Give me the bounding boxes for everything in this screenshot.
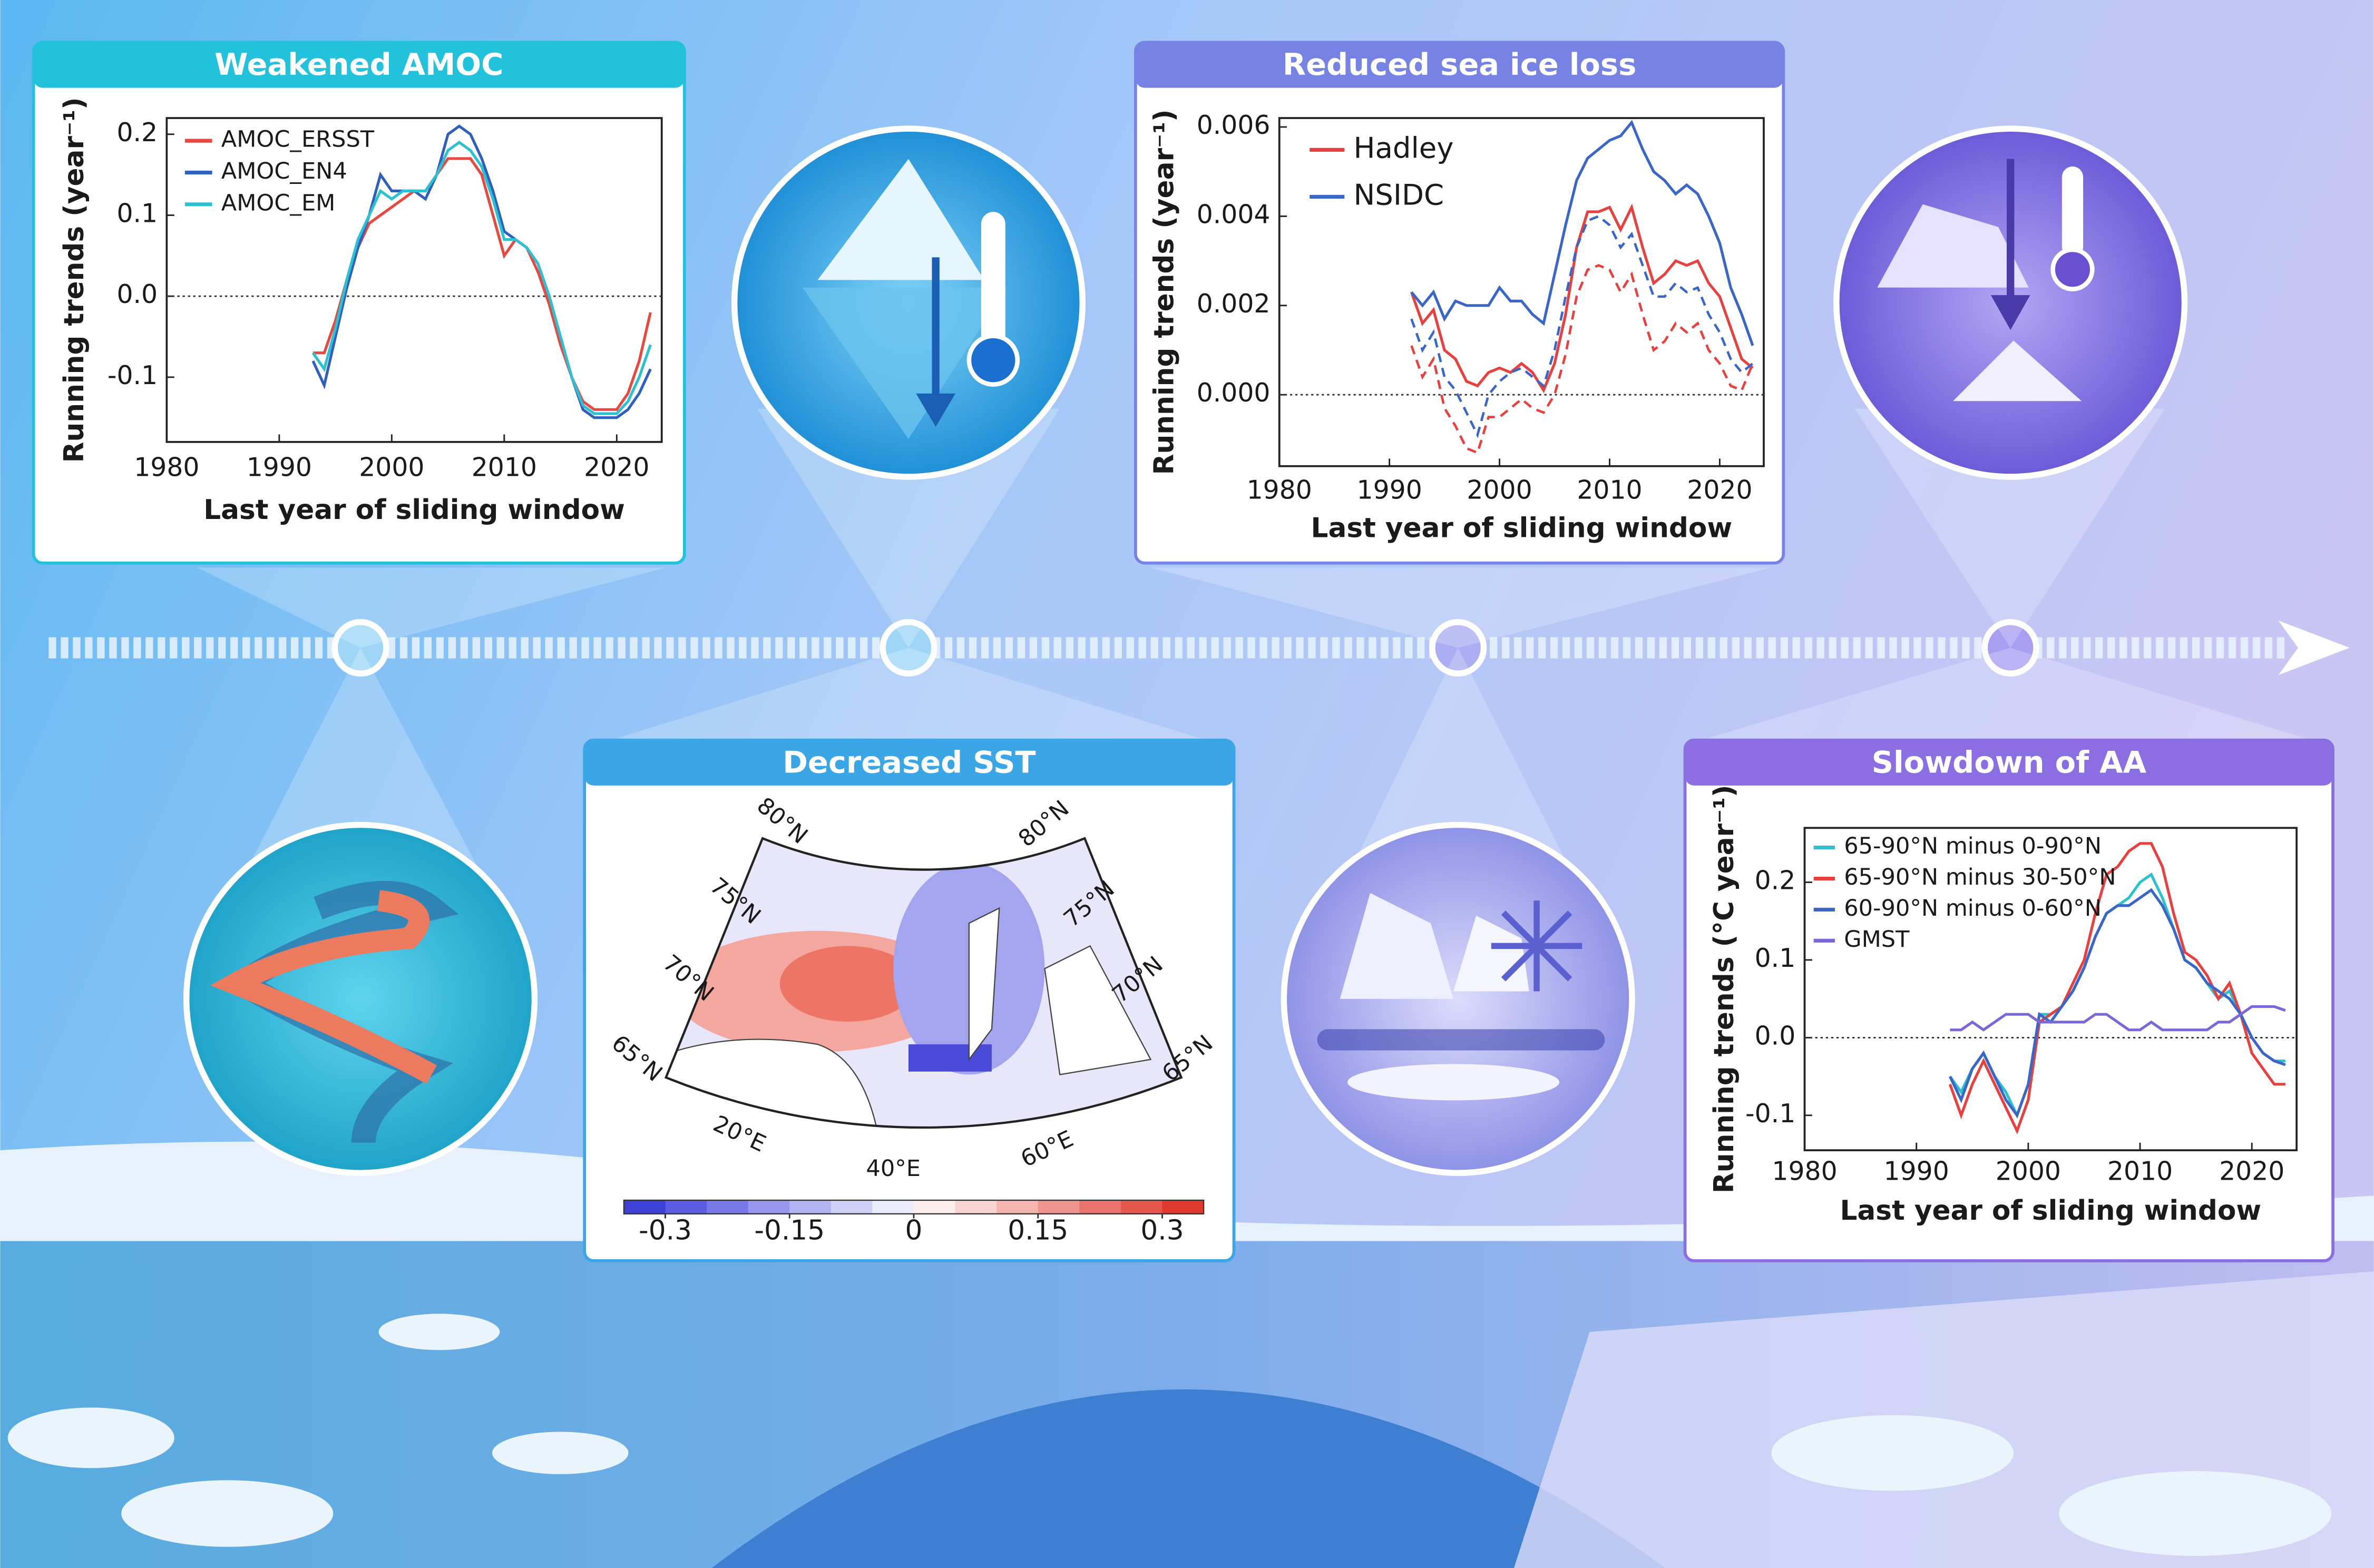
purple-iceberg-icon (1833, 125, 2188, 480)
x-tick-label: 2020 (1687, 475, 1752, 505)
x-tick-label: 2020 (584, 453, 649, 483)
series-line (312, 157, 652, 411)
timeline-nodes (331, 619, 2039, 677)
plot-frame (165, 117, 663, 443)
colorbar-cell (748, 1200, 790, 1214)
legend-label: 65-90°N minus 30-50°N (1844, 864, 2116, 890)
floes (7, 1314, 2332, 1556)
colorbar-cell (997, 1200, 1039, 1214)
x-tick-label: 2010 (2107, 1156, 2173, 1186)
panel-title: Weakened AMOC (214, 47, 503, 82)
dashed-line (1410, 264, 1754, 455)
y-tick-label: 0.0 (1755, 1021, 1796, 1051)
ocean-current-globe (183, 821, 538, 1176)
colorbar-cell (831, 1200, 873, 1214)
colorbar-cell (707, 1200, 749, 1214)
x-axis-label: Last year of sliding window (203, 494, 625, 526)
legend-label: GMST (1844, 926, 1910, 953)
legend-label: AMOC_EN4 (221, 158, 347, 184)
colorbar-tick-label: -0.15 (754, 1214, 825, 1246)
sea-ice-icon (1281, 821, 1635, 1176)
y-tick-label: 0.1 (116, 198, 158, 228)
panel-header (33, 42, 685, 88)
series-line (1949, 888, 2286, 1119)
colorbar-cell (1079, 1200, 1121, 1214)
panel-header (1685, 740, 2333, 786)
y-tick-label: 0.004 (1197, 199, 1271, 229)
x-tick-label: 1980 (1772, 1156, 1837, 1186)
iceberg-icon (731, 125, 1086, 480)
globe (711, 1389, 1666, 1568)
y-tick-label: 0.006 (1197, 110, 1271, 140)
y-tick-label: 0.2 (1755, 866, 1796, 896)
colorbar-cell (1162, 1200, 1204, 1214)
x-tick-label: 2000 (359, 453, 424, 483)
panel-header (584, 740, 1234, 786)
sst-map (664, 837, 1183, 1129)
plot-frame (1278, 117, 1765, 467)
lon-label: 40°E (866, 1155, 921, 1182)
panel-header (1135, 42, 1784, 88)
legend-label: NSIDC (1353, 178, 1444, 212)
x-tick-label: 2010 (472, 453, 537, 483)
x-tick-label: 2010 (1577, 475, 1642, 505)
y-tick-label: 0.1 (1755, 943, 1796, 973)
y-tick-label: 0.000 (1197, 378, 1271, 408)
legend-label: 65-90°N minus 0-90°N (1844, 833, 2102, 859)
series-line (1948, 842, 2285, 1134)
legend-label: AMOC_ERSST (221, 126, 375, 153)
panel-title: Decreased SST (783, 744, 1035, 780)
y-tick-label: -0.1 (1745, 1099, 1795, 1129)
x-tick-label: 1980 (134, 453, 199, 483)
colorbar-cell (789, 1200, 832, 1214)
timeline-arrow (2278, 620, 2350, 675)
legend-label: 60-90°N minus 0-60°N (1844, 895, 2102, 922)
y-tick-label: 0.0 (116, 279, 158, 309)
legend-label: Hadley (1353, 131, 1453, 165)
series-line (1410, 203, 1754, 394)
colorbar-cell (1120, 1200, 1163, 1214)
colorbar-cell (623, 1200, 666, 1214)
x-tick-label: 1990 (247, 453, 312, 483)
colorbar-tick-label: 0 (905, 1214, 923, 1246)
y-tick-label: -0.1 (108, 360, 158, 390)
x-tick-label: 2020 (2219, 1156, 2284, 1186)
y-tick-label: 0.2 (116, 117, 158, 148)
x-tick-label: 2000 (1996, 1156, 2061, 1186)
panel-title: Slowdown of AA (1872, 744, 2147, 780)
x-tick-label: 2000 (1467, 475, 1532, 505)
colorbar-tick-label: -0.3 (639, 1214, 692, 1246)
plot-frame (1803, 827, 2298, 1152)
x-axis-label: Last year of sliding window (1840, 1195, 2261, 1227)
x-tick-label: 1980 (1247, 475, 1312, 505)
colorbar-cell (665, 1200, 707, 1214)
x-tick-label: 1990 (1357, 475, 1422, 505)
series-line (1410, 120, 1754, 346)
colorbar-cell (1038, 1200, 1080, 1214)
colorbar-cell (913, 1200, 956, 1214)
legend-label: AMOC_EM (221, 190, 336, 216)
colorbar-cell (955, 1200, 998, 1214)
colorbar-cell (872, 1200, 914, 1214)
y-axis-label: Running trends (year⁻¹) (58, 97, 90, 463)
y-axis-label: Running trends (year⁻¹) (1148, 110, 1180, 475)
series-line (1950, 1005, 2286, 1032)
dashed-line (1410, 214, 1754, 438)
colorbar-tick-label: 0.3 (1140, 1214, 1184, 1246)
panel-title: Reduced sea ice loss (1283, 47, 1636, 82)
colorbar-tick-label: 0.15 (1008, 1214, 1068, 1246)
x-axis-label: Last year of sliding window (1311, 512, 1733, 544)
x-tick-label: 1990 (1884, 1156, 1949, 1186)
y-tick-label: 0.002 (1197, 289, 1271, 319)
series-line (311, 140, 652, 415)
y-axis-label: Running trends (°C year⁻¹) (1708, 785, 1740, 1193)
